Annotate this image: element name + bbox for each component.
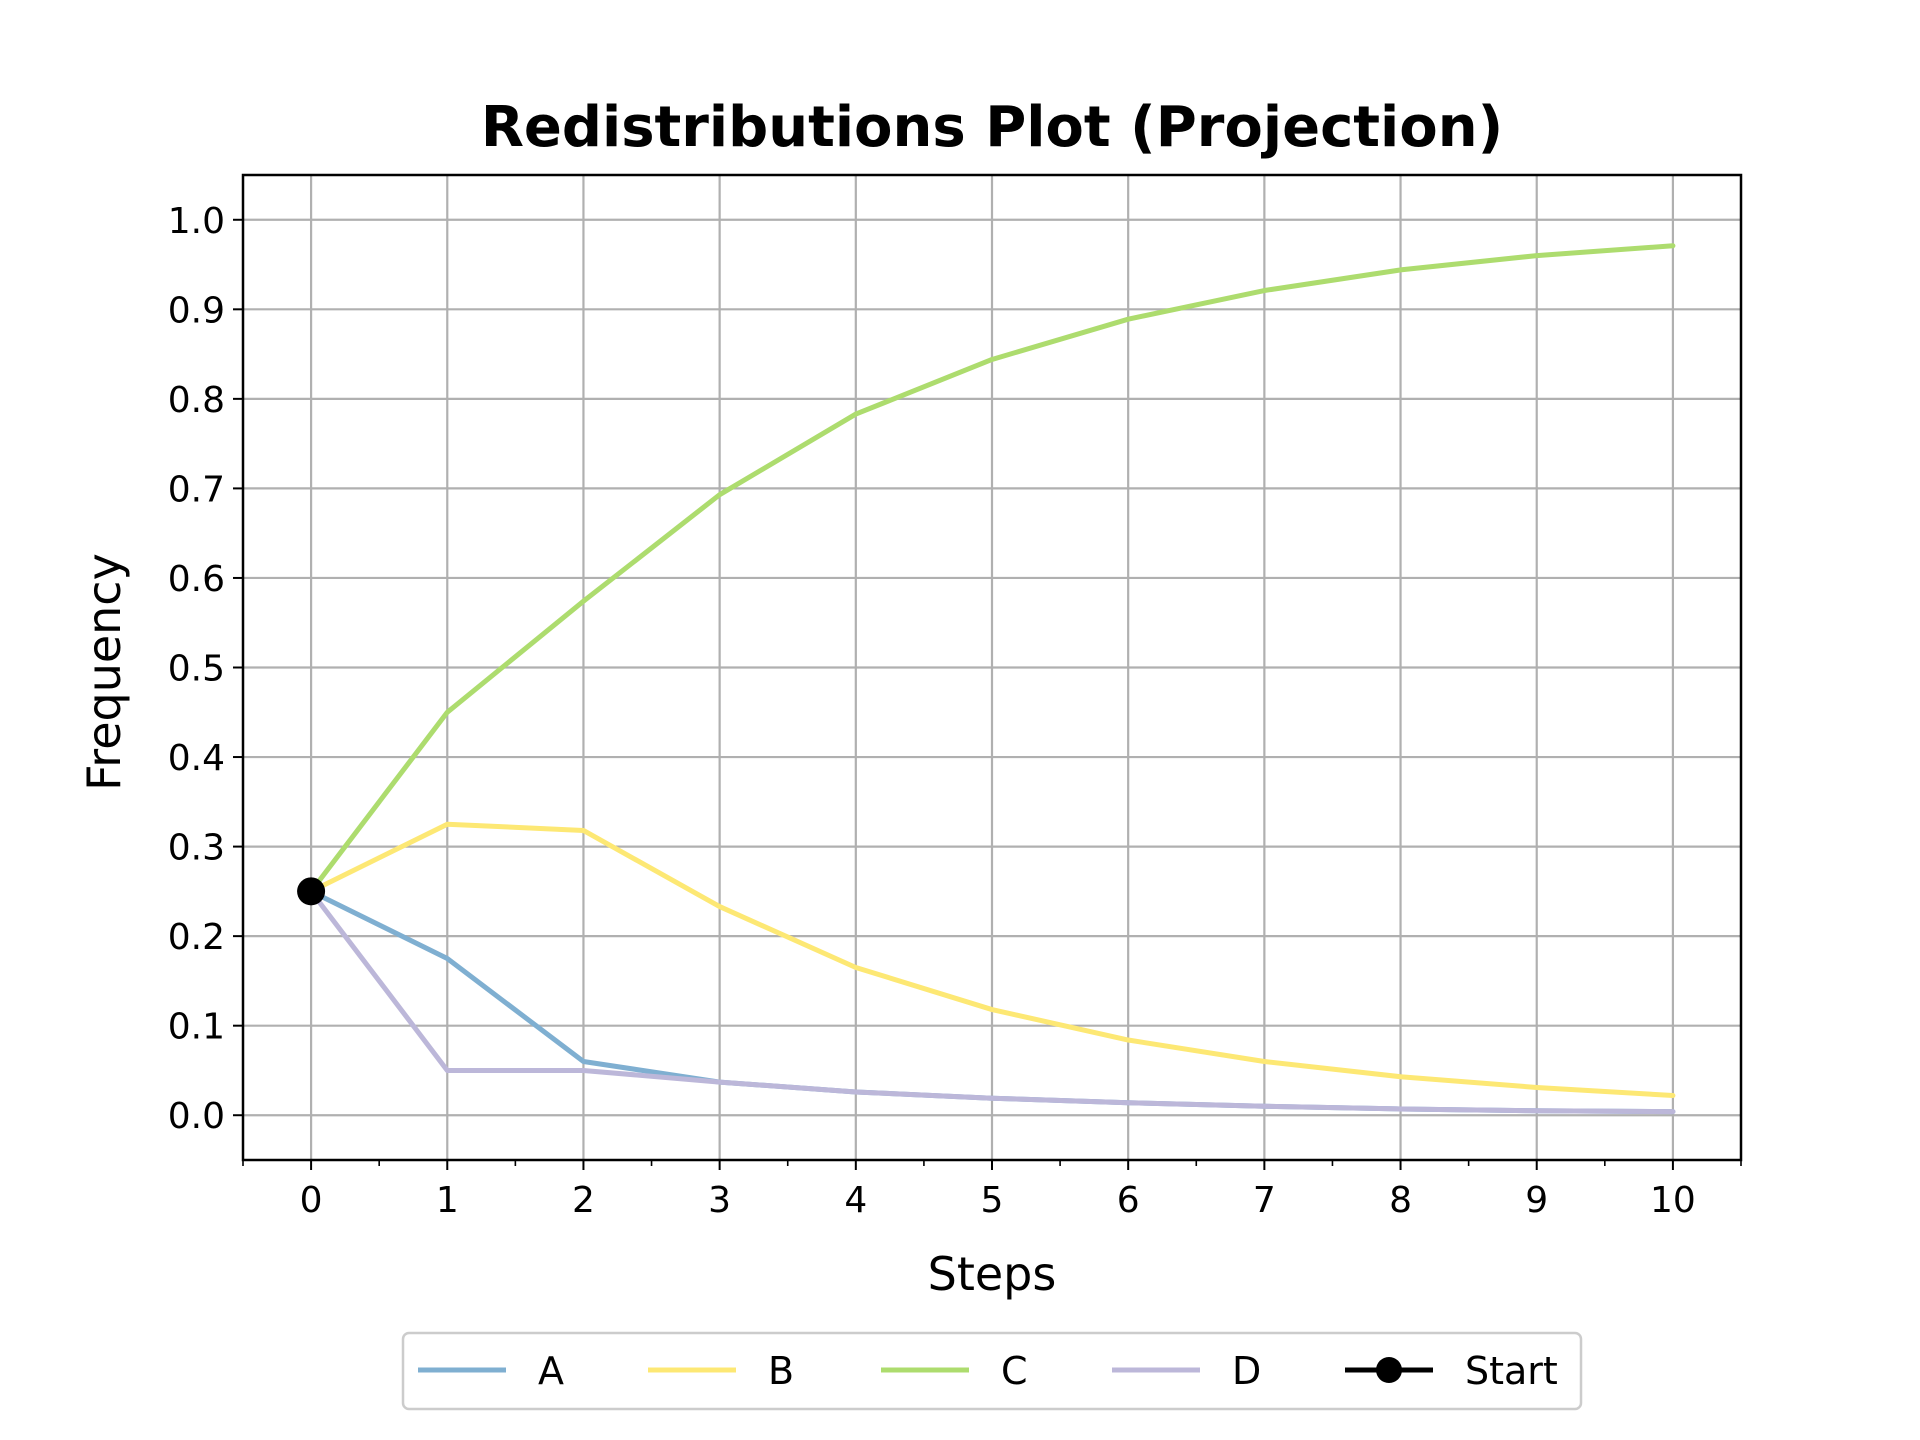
y-axis-ticks: 0.0 0.1 0.2 0.3 0.4 0.5 0.6 0.7 0.8 0.9 1.0 xyxy=(168,201,243,1137)
legend-item-d: D xyxy=(1112,1349,1261,1393)
series-line-c xyxy=(308,243,1676,894)
y-tick-label: 1.0 xyxy=(168,201,225,242)
x-tick-label: 8 xyxy=(1389,1180,1412,1221)
start-point-marker xyxy=(297,877,326,906)
legend-label: D xyxy=(1232,1349,1261,1393)
x-tick-label: 1 xyxy=(436,1180,459,1221)
legend-item-c: C xyxy=(881,1349,1028,1393)
series-line-b xyxy=(308,821,1676,1099)
legend-item-b: B xyxy=(648,1349,794,1393)
x-tick-label: 4 xyxy=(844,1180,867,1221)
y-tick-label: 0.6 xyxy=(168,559,225,600)
legend-label: B xyxy=(768,1349,794,1393)
y-tick-label: 0.1 xyxy=(168,1007,225,1048)
legend-box xyxy=(401,1331,1583,1411)
start-marker-layer xyxy=(297,877,326,906)
series-lines xyxy=(308,243,1676,1115)
x-axis-label: Steps xyxy=(928,1247,1057,1301)
x-tick-label: 7 xyxy=(1253,1180,1276,1221)
x-tick-label: 5 xyxy=(981,1180,1004,1221)
y-tick-label: 0.9 xyxy=(168,290,225,331)
x-tick-label: 2 xyxy=(572,1180,595,1221)
x-tick-label: 0 xyxy=(300,1180,323,1221)
legend-label: A xyxy=(538,1349,564,1393)
x-tick-label: 3 xyxy=(708,1180,731,1221)
grid xyxy=(243,175,1741,1160)
y-tick-label: 0.4 xyxy=(168,738,225,779)
y-tick-label: 0.3 xyxy=(168,828,225,869)
y-tick-label: 0.8 xyxy=(168,380,225,421)
x-tick-label: 10 xyxy=(1650,1180,1696,1221)
series-line-d xyxy=(308,888,1676,1115)
legend: A B C D Start xyxy=(401,1331,1583,1411)
legend-item-a: A xyxy=(418,1349,564,1393)
x-axis-ticks: 0 1 2 3 4 5 6 7 8 9 10 xyxy=(242,1160,1742,1221)
legend-marker xyxy=(1376,1357,1402,1383)
legend-label: C xyxy=(1001,1349,1028,1393)
y-tick-label: 0.7 xyxy=(168,469,225,510)
chart-title: Redistributions Plot (Projection) xyxy=(481,95,1503,160)
y-tick-label: 0.2 xyxy=(168,917,225,958)
y-tick-label: 0.5 xyxy=(168,649,225,690)
legend-item-start: Start xyxy=(1345,1349,1558,1393)
x-tick-label: 6 xyxy=(1117,1180,1140,1221)
y-tick-label: 0.0 xyxy=(168,1096,225,1137)
y-axis-label: Frequency xyxy=(77,553,131,791)
legend-label: Start xyxy=(1465,1349,1558,1393)
x-tick-label: 9 xyxy=(1525,1180,1548,1221)
